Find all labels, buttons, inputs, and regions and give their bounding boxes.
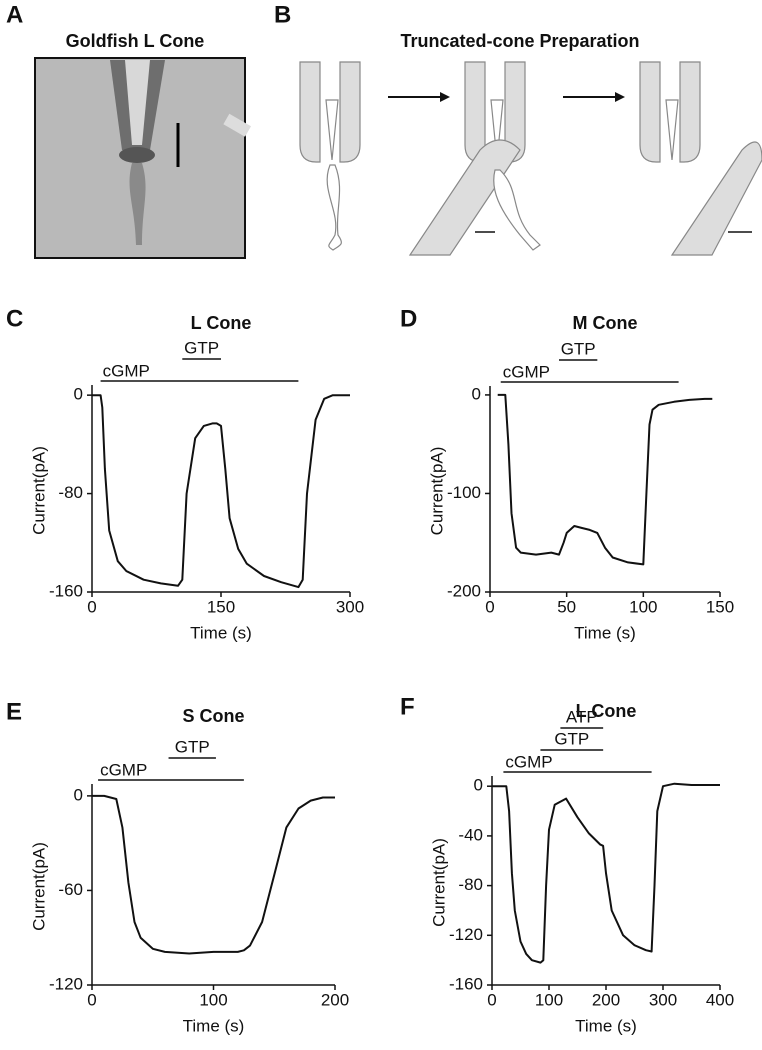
y-axis-label: Current(pA) <box>29 446 48 535</box>
x-tick-label: 300 <box>649 990 677 1009</box>
x-tick-label: 0 <box>87 597 96 616</box>
trace <box>492 782 720 964</box>
panel-letter: E <box>6 698 22 725</box>
y-axis-label: Current(pA) <box>29 842 48 931</box>
annotation: cGMP <box>503 362 550 381</box>
axis-line <box>489 386 720 593</box>
panel-title: Goldfish L Cone <box>66 31 205 51</box>
y-tick-label: -160 <box>449 974 483 993</box>
y-tick-label: -80 <box>458 875 483 894</box>
chart-title: S Cone <box>182 706 244 726</box>
x-tick-label: 400 <box>706 990 734 1009</box>
x-tick-label: 150 <box>207 597 235 616</box>
annotation: GTP <box>554 729 589 748</box>
y-axis-label: Current(pA) <box>427 447 446 536</box>
x-tick-label: 50 <box>557 597 576 616</box>
x-tick-label: 150 <box>706 597 734 616</box>
y-axis-label: Current(pA) <box>429 838 448 927</box>
x-tick-label: 300 <box>336 597 364 616</box>
y-tick-label: 0 <box>474 776 483 795</box>
y-tick-label: -120 <box>49 974 83 993</box>
y-tick-label: 0 <box>74 385 83 404</box>
y-tick-label: 0 <box>472 384 481 403</box>
chart-title: L Cone <box>191 313 252 333</box>
x-axis-label: Time (s) <box>183 1016 245 1035</box>
chart-title: L Cone <box>576 701 637 721</box>
y-tick-label: -100 <box>447 483 481 502</box>
y-tick-label: -200 <box>447 581 481 600</box>
annotation: GTP <box>561 339 596 358</box>
x-tick-label: 100 <box>629 597 657 616</box>
x-tick-label: 0 <box>87 990 96 1009</box>
x-axis-label: Time (s) <box>575 1016 637 1035</box>
x-axis-label: Time (s) <box>190 623 252 642</box>
y-tick-label: 0 <box>74 785 83 804</box>
panel-letter: B <box>274 1 291 28</box>
panel-letter: F <box>400 693 415 720</box>
y-tick-label: -160 <box>49 581 83 600</box>
x-axis-label: Time (s) <box>574 623 636 642</box>
annotation: cGMP <box>505 752 552 771</box>
y-tick-label: -60 <box>58 880 83 899</box>
annotation: GTP <box>184 338 219 357</box>
micrograph <box>34 57 251 259</box>
annotation: cGMP <box>103 361 150 380</box>
trace <box>92 794 335 955</box>
trace <box>497 393 713 566</box>
y-tick-label: -40 <box>458 825 483 844</box>
y-tick-label: -120 <box>449 925 483 944</box>
trace <box>92 394 350 589</box>
chart-title: M Cone <box>573 313 638 333</box>
panel-letter: A <box>6 1 23 28</box>
axis-line <box>91 385 350 593</box>
y-tick-label: -80 <box>58 483 83 502</box>
x-tick-label: 100 <box>199 990 227 1009</box>
panel-title: Truncated-cone Preparation <box>400 31 639 51</box>
x-tick-label: 100 <box>535 990 563 1009</box>
panel-letter: C <box>6 305 23 332</box>
annotation: cGMP <box>100 760 147 779</box>
x-tick-label: 200 <box>592 990 620 1009</box>
x-tick-label: 0 <box>485 597 494 616</box>
panel-letter: D <box>400 305 417 332</box>
x-tick-label: 200 <box>321 990 349 1009</box>
annotation: ATP <box>566 707 598 726</box>
schematic <box>299 61 762 256</box>
x-tick-label: 0 <box>487 990 496 1009</box>
annotation: GTP <box>175 737 210 756</box>
